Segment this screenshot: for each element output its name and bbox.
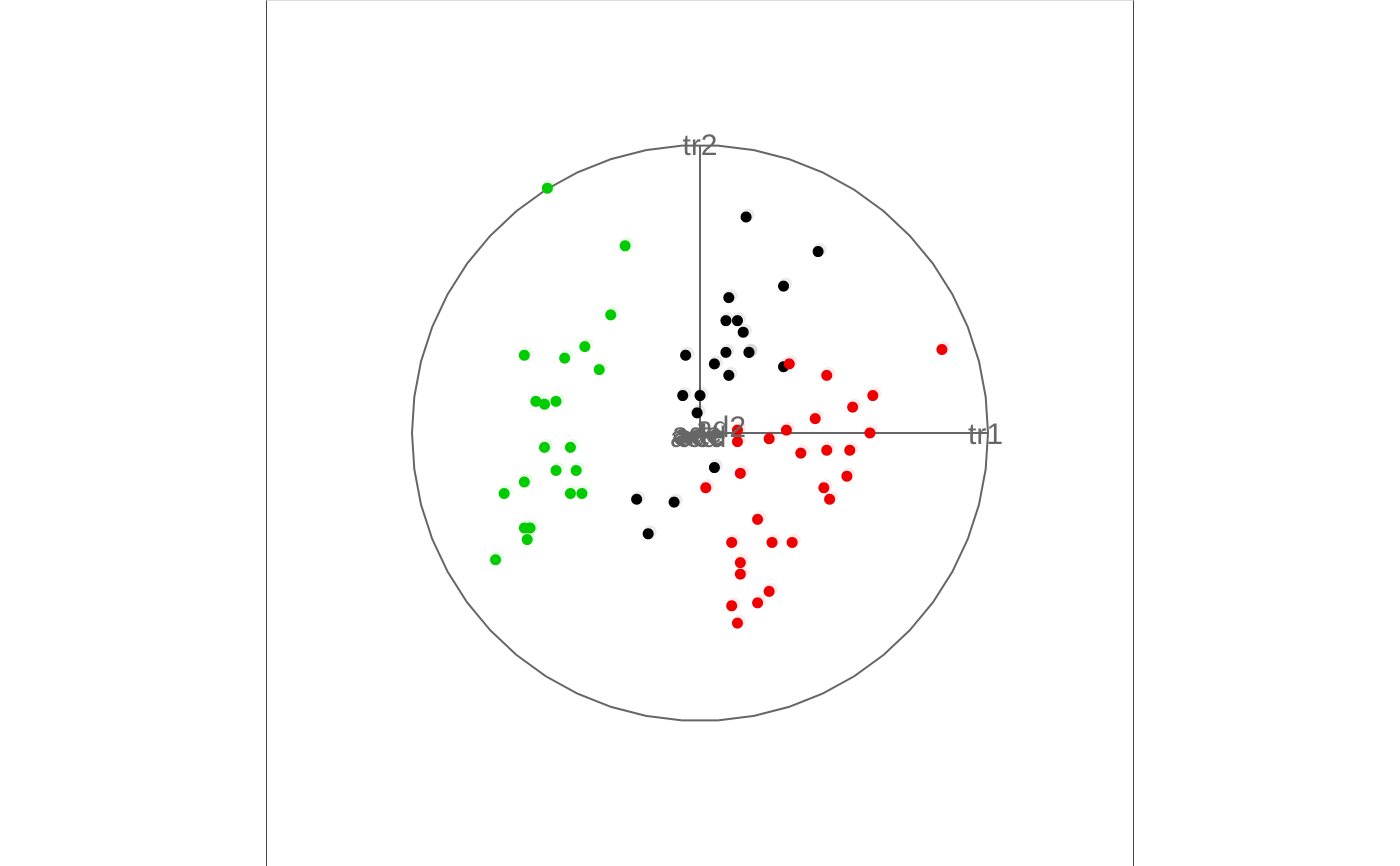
data-point bbox=[559, 352, 571, 364]
center-variable-label: acd bbox=[678, 421, 726, 454]
data-point bbox=[731, 617, 743, 629]
data-point bbox=[593, 364, 605, 376]
center-variable-label: aee bbox=[676, 420, 726, 453]
data-point bbox=[726, 600, 738, 612]
data-point bbox=[576, 487, 588, 499]
points-layer bbox=[490, 179, 951, 629]
axis-label-tr2: tr2 bbox=[682, 129, 717, 162]
center-variable-label: ade bbox=[672, 417, 722, 450]
data-point bbox=[605, 309, 617, 321]
data-point bbox=[731, 315, 743, 327]
data-point bbox=[677, 390, 689, 402]
data-point bbox=[752, 597, 764, 609]
data-point bbox=[723, 292, 735, 304]
data-point bbox=[720, 346, 732, 358]
data-point bbox=[737, 326, 749, 338]
data-point bbox=[708, 358, 720, 370]
data-point bbox=[821, 444, 833, 456]
data-point bbox=[786, 536, 798, 548]
data-point bbox=[498, 487, 510, 499]
data-point bbox=[734, 557, 746, 569]
data-point bbox=[821, 369, 833, 381]
data-point bbox=[530, 395, 542, 407]
data-point bbox=[631, 493, 643, 505]
data-point bbox=[763, 585, 775, 597]
data-point bbox=[844, 444, 856, 456]
data-point bbox=[691, 407, 703, 419]
data-point bbox=[579, 341, 591, 353]
data-point bbox=[550, 464, 562, 476]
data-point bbox=[841, 470, 853, 482]
data-point bbox=[518, 349, 530, 361]
data-point bbox=[731, 424, 743, 436]
data-point bbox=[818, 482, 830, 494]
data-point bbox=[752, 513, 764, 525]
data-point bbox=[778, 280, 790, 292]
data-point bbox=[708, 462, 720, 474]
data-point bbox=[490, 554, 502, 566]
data-point bbox=[700, 482, 712, 494]
data-point bbox=[726, 536, 738, 548]
data-point bbox=[740, 211, 752, 223]
data-point bbox=[694, 390, 706, 402]
data-point bbox=[550, 395, 562, 407]
data-point bbox=[521, 534, 533, 546]
data-point bbox=[812, 246, 824, 258]
data-point bbox=[847, 401, 859, 413]
data-point bbox=[766, 536, 778, 548]
data-point bbox=[541, 182, 553, 194]
data-point bbox=[570, 464, 582, 476]
data-point bbox=[524, 522, 536, 534]
data-point bbox=[564, 441, 576, 453]
unit-circle bbox=[410, 144, 990, 722]
data-point bbox=[731, 436, 743, 448]
data-point bbox=[743, 346, 755, 358]
data-point bbox=[518, 476, 530, 488]
data-point bbox=[867, 390, 879, 402]
data-point bbox=[564, 487, 576, 499]
data-point bbox=[809, 413, 821, 425]
data-point bbox=[723, 369, 735, 381]
center-variable-label: ad2 bbox=[696, 411, 746, 444]
data-point bbox=[936, 343, 948, 355]
data-point bbox=[780, 424, 792, 436]
data-point bbox=[720, 315, 732, 327]
data-point bbox=[619, 240, 631, 252]
center-variable-label: acd bbox=[670, 421, 718, 454]
data-point bbox=[763, 433, 775, 445]
center-variable-label: ade bbox=[674, 419, 724, 452]
data-point bbox=[783, 358, 795, 370]
data-point bbox=[734, 467, 746, 479]
data-point bbox=[824, 493, 836, 505]
data-point bbox=[538, 441, 550, 453]
data-point bbox=[668, 496, 680, 508]
data-point bbox=[795, 447, 807, 459]
data-point bbox=[734, 568, 746, 580]
data-point bbox=[642, 528, 654, 540]
data-point bbox=[680, 349, 692, 361]
axis-label-tr1: tr1 bbox=[968, 418, 1003, 451]
data-point bbox=[538, 398, 550, 410]
data-point bbox=[864, 427, 876, 439]
